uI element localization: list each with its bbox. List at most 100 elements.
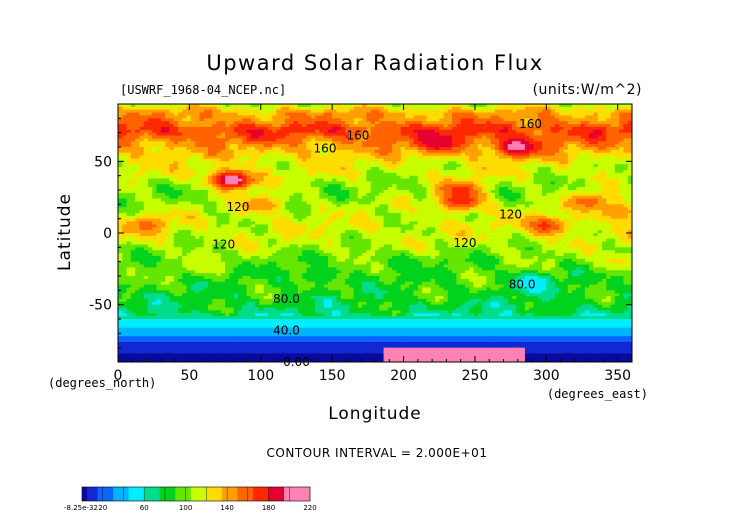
heatmap-cell	[173, 215, 179, 220]
heatmap-cell	[297, 172, 303, 177]
heatmap-cell	[550, 115, 556, 119]
heatmap-cell	[396, 187, 402, 191]
heatmap-cell	[426, 212, 432, 217]
heatmap-cell	[353, 141, 359, 145]
heatmap-cell	[147, 187, 153, 191]
heatmap-cell	[237, 212, 243, 217]
heatmap-cell	[280, 109, 286, 113]
heatmap-cell	[186, 152, 192, 156]
heatmap-cell	[546, 201, 552, 205]
heatmap-cell	[434, 172, 440, 177]
heatmap-cell	[237, 221, 243, 225]
heatmap-cell	[567, 126, 573, 131]
heatmap-cell	[499, 172, 504, 177]
heatmap-cell	[165, 112, 170, 116]
heatmap-cell	[126, 198, 132, 202]
heatmap-cell	[593, 210, 599, 214]
heatmap-cell	[542, 106, 547, 111]
heatmap-cell	[469, 187, 474, 191]
heatmap-cell	[516, 187, 522, 191]
heatmap-cell	[580, 178, 586, 182]
heatmap-cell	[118, 164, 123, 168]
heatmap-cell	[499, 201, 504, 205]
heatmap-cell	[554, 187, 560, 191]
heatmap-cell	[263, 218, 269, 222]
heatmap-cell	[409, 169, 414, 174]
heatmap-cell	[477, 201, 483, 205]
heatmap-cell	[619, 172, 624, 177]
heatmap-cell	[242, 161, 247, 165]
heatmap-cell	[597, 132, 603, 136]
heatmap-cell	[357, 164, 363, 168]
heatmap-cell	[122, 195, 127, 199]
heatmap-cell	[567, 169, 573, 174]
heatmap-cell	[520, 112, 526, 116]
heatmap-cell	[229, 175, 235, 179]
heatmap-cell	[486, 215, 492, 220]
heatmap-cell	[285, 158, 290, 162]
heatmap-cell	[220, 106, 226, 111]
heatmap-cell	[122, 218, 127, 222]
heatmap-cell	[593, 169, 599, 174]
heatmap-cell	[263, 184, 269, 188]
heatmap-cell	[576, 141, 581, 145]
heatmap-cell	[614, 192, 620, 197]
heatmap-cell	[207, 138, 213, 142]
heatmap-cell	[186, 141, 192, 145]
heatmap-cell	[597, 158, 603, 162]
heatmap-cell	[417, 190, 423, 194]
heatmap-cell	[340, 138, 346, 142]
heatmap-cell	[593, 181, 599, 185]
heatmap-cell	[220, 212, 226, 217]
heatmap-cell	[623, 212, 629, 217]
heatmap-cell	[285, 192, 290, 197]
heatmap-cell	[199, 212, 205, 217]
heatmap-cell	[237, 118, 243, 122]
heatmap-cell	[567, 118, 573, 122]
heatmap-cell	[387, 109, 393, 113]
heatmap-cell	[259, 181, 265, 185]
heatmap-cell	[345, 210, 350, 214]
heatmap-cell	[203, 149, 209, 154]
heatmap-cell	[267, 184, 273, 188]
heatmap-cell	[255, 195, 260, 199]
heatmap-cell	[567, 192, 573, 197]
heatmap-cell	[237, 106, 243, 111]
heatmap-cell	[246, 172, 252, 177]
heatmap-cell	[357, 184, 363, 188]
heatmap-cell	[486, 181, 492, 185]
heatmap-cell	[554, 121, 560, 125]
heatmap-cell	[195, 112, 200, 116]
heatmap-cell	[319, 124, 324, 128]
heatmap-cell	[139, 195, 145, 199]
heatmap-cell	[310, 210, 316, 214]
heatmap-cell	[353, 106, 359, 111]
heatmap-cell	[597, 115, 603, 119]
heatmap-cell	[447, 192, 453, 197]
heatmap-cell	[315, 178, 320, 182]
heatmap-cell	[503, 215, 509, 220]
heatmap-cell	[169, 109, 175, 113]
heatmap-cell	[370, 204, 376, 208]
heatmap-cell	[156, 129, 162, 134]
heatmap-cell	[233, 115, 239, 119]
heatmap-cell	[212, 149, 217, 154]
heatmap-cell	[173, 129, 179, 134]
heatmap-cell	[336, 132, 342, 136]
heatmap-cell	[589, 104, 594, 108]
heatmap-cell	[576, 138, 581, 142]
heatmap-cell	[297, 129, 303, 134]
heatmap-cell	[422, 112, 427, 116]
heatmap-cell	[619, 164, 624, 168]
heatmap-cell	[276, 161, 282, 165]
heatmap-cell	[310, 187, 316, 191]
heatmap-cell	[276, 207, 282, 211]
heatmap-cell	[315, 109, 320, 113]
heatmap-cell	[494, 190, 500, 194]
heatmap-cell	[537, 141, 543, 145]
heatmap-cell	[469, 198, 474, 202]
heatmap-cell	[122, 169, 127, 174]
heatmap-cell	[323, 164, 329, 168]
heatmap-cell	[606, 118, 611, 122]
heatmap-cell	[537, 218, 543, 222]
